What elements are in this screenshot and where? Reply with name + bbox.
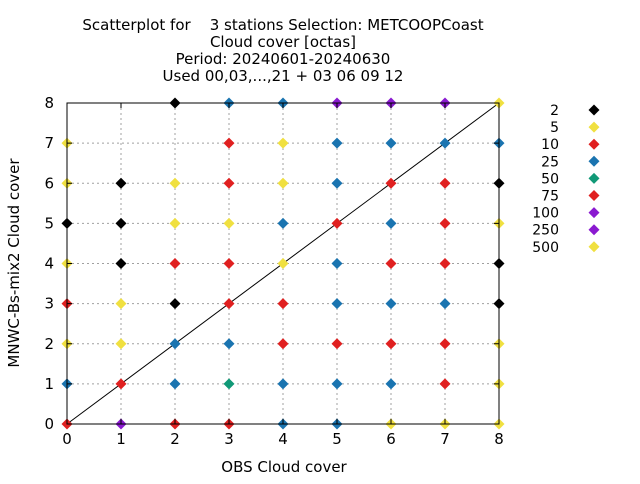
data-point	[277, 258, 289, 269]
data-point	[277, 338, 289, 350]
y-tick-label: 6	[44, 174, 54, 192]
x-tick-label: 2	[170, 430, 180, 448]
data-point	[439, 217, 451, 229]
x-tick-labels: 0 1 2 3 4 5 6 7 8	[62, 103, 504, 448]
data-point	[169, 258, 181, 269]
data-point	[331, 338, 343, 350]
data-point	[439, 177, 451, 189]
data-point	[277, 137, 289, 149]
legend-label: 50	[541, 171, 559, 187]
data-point	[439, 137, 451, 149]
title-line-1: Scatterplot for 3 stations Selection: ME…	[82, 16, 483, 34]
data-point	[169, 217, 181, 229]
y-tick-label: 1	[44, 375, 54, 393]
x-tick-label: 5	[332, 430, 342, 448]
x-tick-label: 6	[386, 430, 396, 448]
data-point	[385, 338, 397, 350]
data-point	[223, 298, 235, 310]
legend-label: 2	[550, 103, 559, 119]
x-tick-label: 7	[440, 430, 450, 448]
legend-marker	[588, 155, 600, 167]
legend-label: 25	[541, 154, 559, 170]
data-point	[439, 338, 451, 350]
legend-marker	[588, 138, 600, 150]
data-point	[223, 378, 235, 390]
data-point	[169, 378, 181, 390]
legend-marker	[588, 104, 600, 116]
data-point	[385, 217, 397, 229]
y-tick-label: 2	[44, 335, 54, 353]
data-point	[331, 258, 343, 269]
y-tick-label: 0	[44, 415, 54, 433]
title-line-2: Cloud cover [octas]	[210, 33, 356, 51]
data-point	[385, 378, 397, 390]
data-point	[115, 338, 127, 350]
data-point	[385, 258, 397, 269]
data-point	[223, 177, 235, 189]
data-point	[277, 298, 289, 310]
legend-marker	[588, 207, 600, 219]
legend-label: 500	[532, 240, 559, 256]
x-tick-label: 8	[494, 430, 504, 448]
data-point	[223, 338, 235, 350]
y-tick-label: 7	[44, 134, 54, 152]
legend-marker	[588, 190, 600, 201]
data-point	[439, 298, 451, 310]
x-tick-label: 3	[224, 430, 234, 448]
legend-label: 250	[532, 223, 559, 239]
legend-label: 10	[541, 137, 559, 153]
data-point	[439, 378, 451, 390]
y-tick-label: 8	[44, 94, 54, 112]
data-point	[277, 177, 289, 189]
data-point	[277, 217, 289, 229]
legend-label: 100	[532, 206, 559, 222]
data-point	[115, 177, 127, 189]
data-point	[169, 177, 181, 189]
data-point	[115, 258, 127, 269]
data-point	[385, 298, 397, 310]
data-point	[331, 177, 343, 189]
x-axis-label: OBS Cloud cover	[221, 458, 347, 476]
x-tick-label: 0	[62, 430, 72, 448]
data-point	[223, 137, 235, 149]
x-tick-label: 1	[116, 430, 126, 448]
data-point	[331, 137, 343, 149]
data-point	[277, 378, 289, 390]
data-point	[331, 378, 343, 390]
data-point	[331, 298, 343, 310]
y-tick-label: 3	[44, 295, 54, 313]
y-tick-label: 5	[44, 214, 54, 232]
title-line-3: Period: 20240601-20240630	[176, 50, 391, 68]
y-tick-labels: 0 1 2 3 4 5 6 7 8	[44, 94, 499, 433]
data-point	[223, 258, 235, 269]
legend-marker	[588, 172, 600, 184]
data-point	[115, 217, 127, 229]
data-point	[115, 378, 127, 390]
data-point	[223, 217, 235, 229]
chart-title: Scatterplot for 3 stations Selection: ME…	[82, 16, 483, 85]
legend-marker	[588, 224, 600, 236]
data-point	[439, 258, 451, 269]
y-tick-label: 4	[44, 255, 54, 273]
x-tick-label: 4	[278, 430, 288, 448]
y-axis-label: MNWC-Bs-mix2 Cloud cover	[5, 158, 23, 368]
data-point	[169, 338, 181, 350]
data-point	[115, 298, 127, 310]
legend-marker	[588, 241, 600, 253]
data-point	[385, 177, 397, 189]
title-line-4: Used 00,03,...,21 + 03 06 09 12	[163, 67, 404, 85]
data-point	[169, 298, 181, 310]
data-point	[385, 137, 397, 149]
legend-label: 75	[541, 189, 559, 205]
legend-marker	[588, 121, 600, 133]
data-point	[331, 217, 343, 229]
legend-label: 5	[550, 120, 559, 136]
